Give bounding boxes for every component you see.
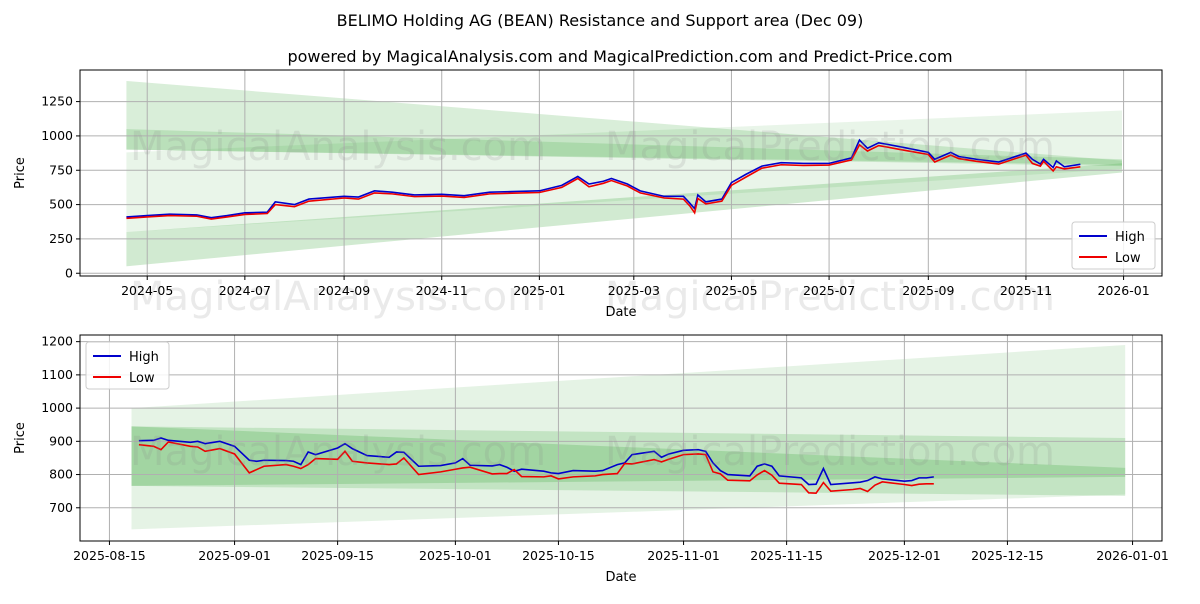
watermark: MagicalPrediction.com xyxy=(605,429,1055,475)
x-tick-label: 2026-01-01 xyxy=(1096,548,1169,563)
legend: High Low xyxy=(1071,221,1156,270)
x-axis-label: Date xyxy=(605,570,636,585)
y-tick-label: 750 xyxy=(49,162,73,177)
y-tick-label: 1000 xyxy=(41,400,73,415)
watermark: MagicalPrediction.com xyxy=(605,274,1055,320)
y-tick-label: 250 xyxy=(49,231,73,246)
y-axis-label: Price xyxy=(13,157,28,189)
x-tick-label: 2025-12-15 xyxy=(971,548,1044,563)
series-line-high xyxy=(126,138,1081,219)
x-tick-label: 2024-07 xyxy=(219,283,271,298)
x-tick-label: 2025-12-01 xyxy=(868,548,941,563)
y-tick-label: 900 xyxy=(49,433,73,448)
legend: High Low xyxy=(85,341,170,390)
x-tick-label: 2024-09 xyxy=(318,283,370,298)
watermark: MagicalAnalysis.com xyxy=(130,274,546,320)
plot-area xyxy=(80,335,1162,541)
x-tick-label: 2025-11-15 xyxy=(750,548,823,563)
x-tick-label: 2025-05 xyxy=(705,283,757,298)
x-tick-label: 2025-11 xyxy=(1000,283,1052,298)
chart-subtitle: powered by MagicalAnalysis.com and Magic… xyxy=(287,47,952,66)
y-axis-label: Price xyxy=(13,422,28,454)
legend-label-low: Low xyxy=(1115,251,1141,266)
y-tick-label: 1000 xyxy=(41,128,73,143)
subplot-2: MagicalAnalysis.com MagicalPrediction.com… xyxy=(13,334,1169,585)
band-resistance-inner xyxy=(126,129,1122,165)
x-tick-label: 2025-11-01 xyxy=(647,548,720,563)
x-tick-label: 2025-10-01 xyxy=(419,548,492,563)
series-line-low xyxy=(126,143,1081,220)
x-tick-label: 2026-01 xyxy=(1097,283,1149,298)
plot-area xyxy=(80,70,1162,276)
band-support-wide xyxy=(126,110,1122,233)
band-middle xyxy=(131,426,1126,496)
x-tick-label: 2025-10-15 xyxy=(522,548,595,563)
x-tick-label: 2025-01 xyxy=(513,283,565,298)
x-tick-label: 2025-07 xyxy=(803,283,855,298)
chart-title: BELIMO Holding AG (BEAN) Resistance and … xyxy=(337,11,864,30)
x-tick-label: 2025-09 xyxy=(902,283,954,298)
legend-label-high: High xyxy=(129,350,159,365)
y-tick-label: 800 xyxy=(49,467,73,482)
axes-frame xyxy=(79,334,1163,542)
x-tick-label: 2024-11 xyxy=(416,283,468,298)
series-line-high xyxy=(138,437,934,486)
x-tick-label: 2025-03 xyxy=(608,283,660,298)
y-tick-label: 500 xyxy=(49,197,73,212)
watermark: MagicalAnalysis.com xyxy=(130,429,546,475)
watermark: MagicalPrediction.com xyxy=(605,124,1055,170)
x-axis-label: Date xyxy=(605,305,636,320)
y-tick-label: 1250 xyxy=(41,94,73,109)
y-tick-label: 700 xyxy=(49,500,73,515)
x-tick-label: 2024-05 xyxy=(121,283,173,298)
x-tick-label: 2025-09-01 xyxy=(198,548,271,563)
watermark: MagicalAnalysis.com xyxy=(130,124,546,170)
y-tick-label: 1100 xyxy=(41,367,73,382)
band-support-outer xyxy=(126,163,1122,267)
x-tick-label: 2025-09-15 xyxy=(301,548,374,563)
y-tick-label: 1200 xyxy=(41,334,73,349)
band-outer xyxy=(131,344,1126,530)
y-tick-label: 0 xyxy=(65,265,73,280)
legend-label-low: Low xyxy=(129,371,155,386)
axes-frame xyxy=(79,69,1163,277)
x-tick-label: 2025-08-15 xyxy=(73,548,146,563)
series-line-low xyxy=(138,441,934,494)
legend-label-high: High xyxy=(1115,230,1145,245)
subplot-1: MagicalAnalysis.com MagicalPrediction.com… xyxy=(13,69,1163,320)
